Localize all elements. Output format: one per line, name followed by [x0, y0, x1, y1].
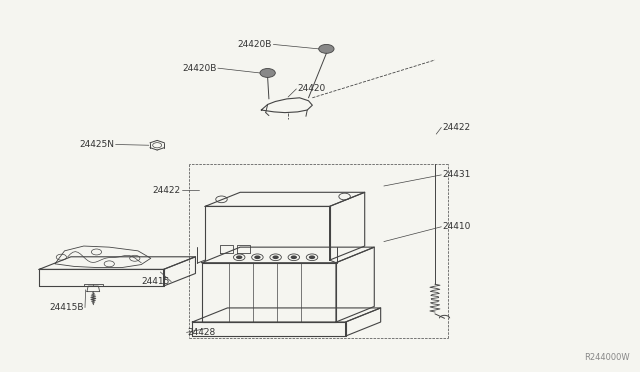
Circle shape [236, 256, 243, 259]
Circle shape [273, 256, 279, 259]
Text: R244000W: R244000W [584, 353, 630, 362]
Text: 24410: 24410 [443, 222, 471, 231]
Circle shape [254, 256, 260, 259]
Text: 24415B: 24415B [49, 303, 84, 312]
Text: 24431: 24431 [443, 170, 471, 179]
Circle shape [291, 256, 297, 259]
Text: 24420: 24420 [298, 84, 326, 93]
Text: 24420B: 24420B [237, 40, 272, 49]
Text: 24415: 24415 [141, 277, 170, 286]
Circle shape [260, 68, 275, 77]
Circle shape [309, 256, 316, 259]
Text: 24428: 24428 [188, 328, 216, 337]
Circle shape [319, 44, 334, 53]
Text: 24425N: 24425N [79, 140, 115, 149]
Text: 24422: 24422 [153, 186, 180, 195]
Text: 24422: 24422 [443, 123, 471, 132]
Text: 24420B: 24420B [182, 64, 216, 73]
